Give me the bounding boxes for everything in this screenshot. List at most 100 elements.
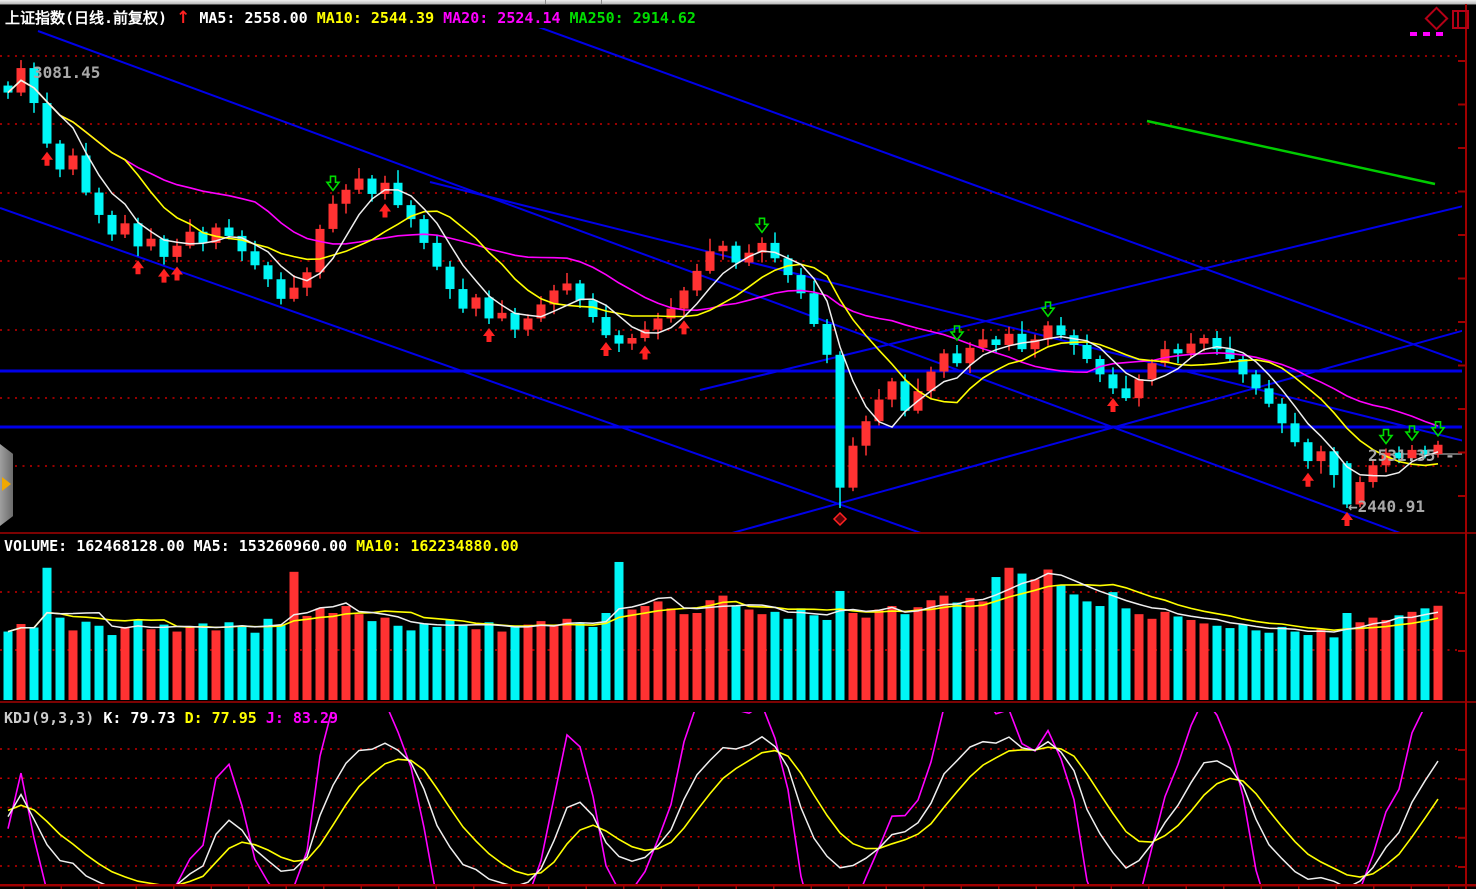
kdj-k-value: K: 79.73	[103, 709, 176, 727]
kdj-j-value: J: 83.29	[265, 709, 339, 727]
candle-body	[159, 238, 169, 257]
candle-body	[146, 238, 156, 247]
volume-bar	[1017, 573, 1027, 700]
volume-value: VOLUME: 162468128.00	[4, 537, 185, 555]
candle-body	[471, 297, 481, 309]
candle-body	[94, 192, 104, 215]
sidebar-slide-handle[interactable]	[0, 444, 13, 526]
candle-body	[1342, 463, 1352, 505]
diamond-mark-icon[interactable]	[1424, 6, 1449, 31]
buy-arrow-marker	[158, 268, 170, 283]
volume-bar	[1225, 628, 1235, 700]
volume-bar	[55, 617, 65, 700]
kdj-j-line	[7, 712, 1424, 884]
volume-bar	[679, 614, 689, 700]
volume-bar	[601, 613, 611, 700]
volume-bar	[1433, 605, 1443, 700]
more-options-icon[interactable]	[1410, 32, 1443, 36]
candle-body	[1433, 444, 1443, 455]
candle-body	[237, 235, 247, 252]
volume-bar	[16, 624, 26, 700]
candle-body	[1212, 338, 1222, 350]
axis-layer	[0, 4, 1476, 889]
candle-body	[796, 275, 806, 294]
volume-bar	[1095, 606, 1105, 700]
volume-ma5-value: MA5: 153260960.00	[193, 537, 348, 555]
volume-bar	[822, 619, 832, 700]
volume-bar	[224, 622, 234, 700]
candle-body	[185, 231, 195, 246]
volume-bar	[1420, 608, 1430, 700]
volume-bar	[1082, 601, 1092, 700]
candle-body	[458, 289, 468, 309]
candle-body	[1251, 374, 1261, 389]
candle-body	[510, 312, 520, 330]
candle-body	[1368, 465, 1378, 483]
buy-arrow-marker	[41, 151, 53, 166]
candle-body	[1056, 325, 1066, 336]
candle-body	[1277, 403, 1287, 424]
candle-body	[588, 300, 598, 318]
candle-body	[42, 103, 52, 144]
candle-body	[1108, 374, 1118, 389]
kdj-name: KDJ(9,3,3)	[4, 709, 95, 727]
volume-bar	[1212, 625, 1222, 700]
volume-bar	[1368, 617, 1378, 700]
candle-body	[55, 143, 65, 170]
trendlines-layer	[0, 28, 1462, 533]
main-pane-header: 上证指数(日线.前复权) ↑ MA5: 2558.00 MA10: 2544.39 MA…	[5, 7, 705, 28]
candle-body	[614, 335, 624, 344]
volume-bar	[1108, 592, 1118, 700]
candle-body	[718, 245, 728, 252]
gridlines-layer	[0, 55, 1462, 867]
volume-bar	[302, 615, 312, 700]
sell-arrow-marker	[1040, 301, 1056, 318]
volume-bar	[809, 615, 819, 700]
volume-bar	[146, 629, 156, 700]
price-ma-layer	[7, 79, 1439, 477]
candle-body	[1355, 482, 1365, 505]
volume-bar	[536, 621, 546, 700]
kdj-d-value: D: 77.95	[184, 709, 257, 727]
candle-body	[406, 205, 416, 220]
ma20-value: MA20: 2524.14	[443, 9, 561, 27]
volume-bar	[484, 622, 494, 700]
volume-bar	[900, 614, 910, 700]
diamond-marker	[832, 511, 848, 527]
candle-body	[198, 231, 208, 243]
volume-bar	[692, 613, 702, 700]
volume-bar	[250, 632, 260, 700]
candle-body	[1394, 452, 1404, 459]
candle-body	[744, 252, 754, 263]
candle-body	[1238, 358, 1248, 375]
candle-body	[861, 421, 871, 446]
candle-body	[549, 290, 559, 305]
candle-body	[133, 223, 143, 247]
volume-bar	[783, 618, 793, 700]
volume-bar	[380, 617, 390, 700]
buy-arrow-marker	[600, 342, 612, 357]
candle-body	[575, 283, 585, 301]
volume-bar	[107, 635, 117, 700]
candle-body	[367, 178, 377, 194]
candle-body	[341, 189, 351, 204]
volume-bar	[835, 590, 845, 700]
volume-bar	[1173, 616, 1183, 700]
volume-pane-header: VOLUME: 162468128.00 MA5: 153260960.00 MA1…	[4, 537, 528, 555]
candle-body	[601, 317, 611, 336]
symbol-title: 上证指数(日线.前复权)	[5, 9, 168, 27]
candle-body	[536, 304, 546, 319]
volume-bar	[861, 617, 871, 700]
candle-body	[380, 182, 390, 194]
candle-body	[315, 228, 325, 273]
candle-body	[809, 293, 819, 325]
ma10-line	[7, 79, 1439, 467]
candle-body	[1420, 449, 1430, 455]
volume-bar	[640, 606, 650, 700]
candle-body	[1316, 451, 1326, 462]
candle-body	[1017, 333, 1027, 350]
candle-body	[835, 354, 845, 488]
volume-bar	[289, 571, 299, 700]
split-window-icon[interactable]	[1452, 10, 1469, 29]
